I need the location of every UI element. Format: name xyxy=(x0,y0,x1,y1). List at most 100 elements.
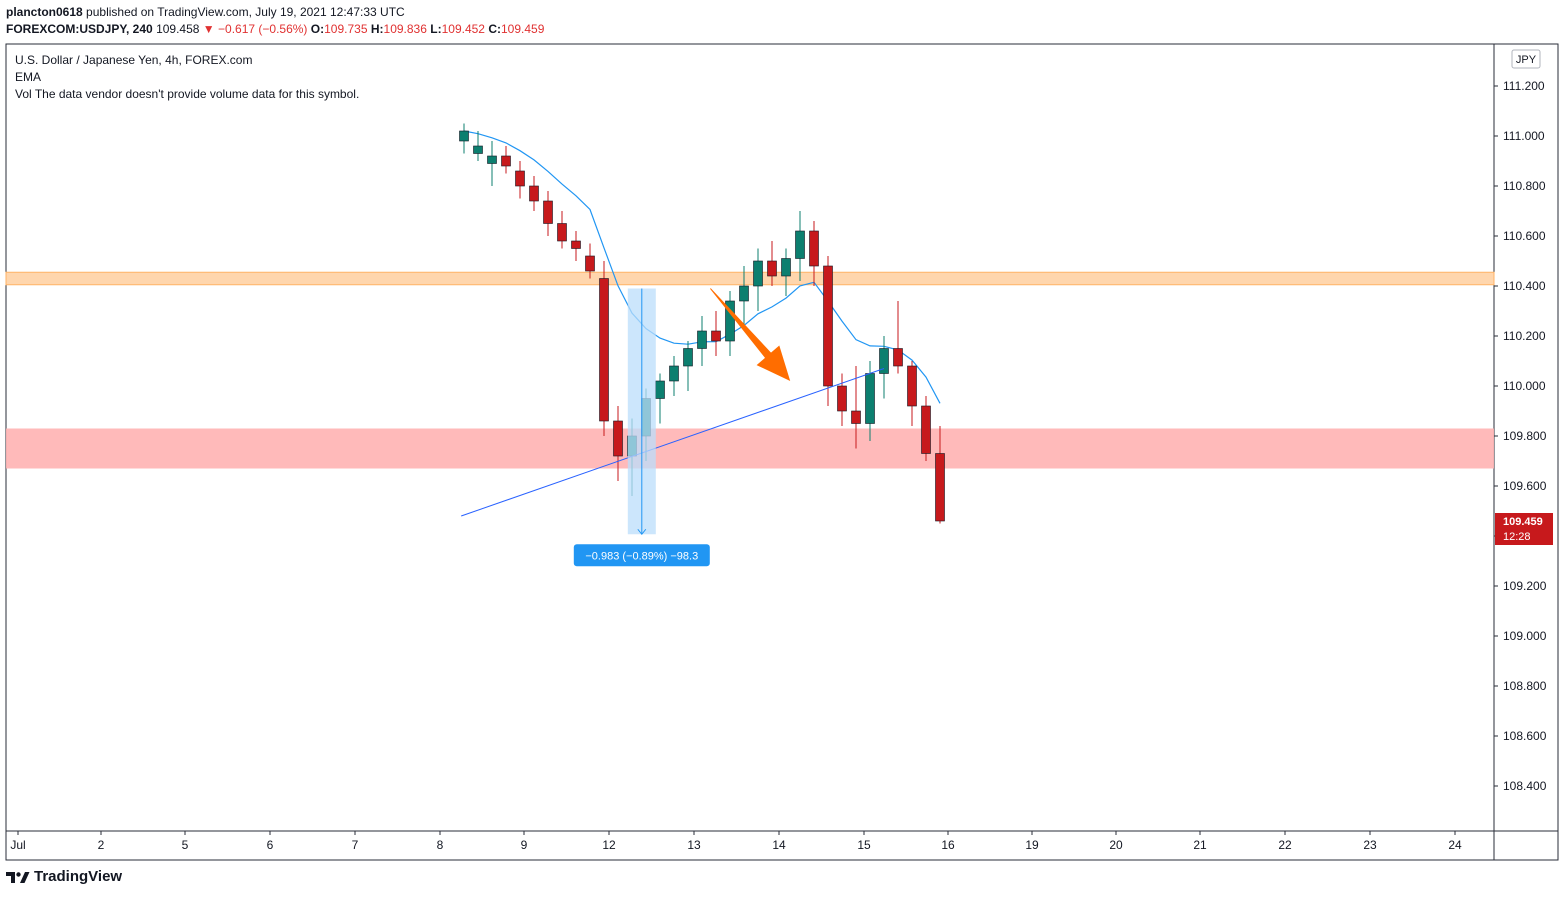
annotation-arrow-icon[interactable] xyxy=(710,288,791,381)
volume-legend: Vol The data vendor doesn't provide volu… xyxy=(15,86,359,103)
candle[interactable] xyxy=(781,248,791,297)
candle[interactable] xyxy=(837,373,847,427)
author-name[interactable]: plancton0618 xyxy=(6,5,83,19)
trendline[interactable] xyxy=(461,368,885,517)
close-label: C: xyxy=(488,22,501,36)
candle[interactable] xyxy=(851,366,861,449)
candle-body xyxy=(515,170,525,187)
date-tick-label: 16 xyxy=(941,838,955,852)
candle[interactable] xyxy=(557,211,567,249)
candle-body xyxy=(753,260,763,287)
candle-body xyxy=(893,348,903,367)
candle-body xyxy=(473,145,483,154)
candle[interactable] xyxy=(529,176,539,211)
candle-body xyxy=(501,155,511,167)
low-label: L: xyxy=(430,22,442,36)
date-tick-label: 2 xyxy=(98,838,105,852)
date-tick-label: 6 xyxy=(267,838,274,852)
candle-body xyxy=(781,258,791,277)
candle[interactable] xyxy=(767,241,777,286)
candle[interactable] xyxy=(613,406,623,481)
candle[interactable] xyxy=(697,316,707,366)
candle[interactable] xyxy=(879,336,889,399)
date-tick-label: 9 xyxy=(521,838,528,852)
candle-body xyxy=(739,285,749,302)
candle[interactable] xyxy=(795,211,805,281)
candle-body xyxy=(697,330,707,349)
price-tick-label: 110.600 xyxy=(1503,229,1546,243)
publish-line: plancton0618 published on TradingView.co… xyxy=(6,4,544,21)
support-zone[interactable] xyxy=(6,428,1494,469)
candle-body xyxy=(599,278,609,422)
candle-body xyxy=(767,260,777,277)
candle[interactable] xyxy=(543,191,553,236)
candle-body xyxy=(711,330,721,342)
open-value: 109.735 xyxy=(324,22,368,36)
candle-body xyxy=(613,420,623,457)
candle[interactable] xyxy=(515,161,525,199)
candle-body xyxy=(907,365,917,407)
price-tick-label: 108.400 xyxy=(1503,779,1547,793)
measure-label-box[interactable] xyxy=(573,544,710,567)
candle-body xyxy=(459,130,469,142)
candle-body xyxy=(543,200,553,224)
currency-badge[interactable] xyxy=(1511,49,1541,69)
resistance-zone[interactable] xyxy=(5,271,1495,286)
tradingview-logo-icon xyxy=(6,871,30,883)
candle-body xyxy=(851,410,861,424)
brand-name: TradingView xyxy=(34,868,123,885)
candle[interactable] xyxy=(725,291,735,356)
candles-layer[interactable] xyxy=(459,123,945,524)
candle-body xyxy=(725,300,735,342)
candle[interactable] xyxy=(739,266,749,331)
date-tick-label: 20 xyxy=(1109,838,1123,852)
candle[interactable] xyxy=(571,231,581,261)
candle[interactable] xyxy=(473,131,483,161)
measure-label: −0.983 (−0.89%) −98.3 xyxy=(585,550,698,562)
price-tick-label: 109.000 xyxy=(1503,629,1547,643)
date-tick-label: 22 xyxy=(1278,838,1292,852)
candle[interactable] xyxy=(669,356,679,396)
candle[interactable] xyxy=(459,123,469,154)
candle[interactable] xyxy=(921,396,931,461)
candle[interactable] xyxy=(487,141,497,186)
candle-body xyxy=(921,405,931,454)
candle[interactable] xyxy=(599,261,609,436)
price-tick-label: 110.800 xyxy=(1503,179,1546,193)
date-tick-label: 21 xyxy=(1193,838,1207,852)
ema-indicator-label[interactable]: EMA xyxy=(15,70,42,84)
candle[interactable] xyxy=(935,426,945,524)
candle[interactable] xyxy=(683,341,693,391)
candle[interactable] xyxy=(711,311,721,356)
zones-layer xyxy=(5,271,1495,469)
price-tick-label: 109.200 xyxy=(1503,579,1547,593)
date-tick-label: 8 xyxy=(437,838,444,852)
low-value: 109.452 xyxy=(441,22,485,36)
candle-body xyxy=(935,453,945,522)
last-price-label: 109.459 xyxy=(1503,516,1543,528)
drawings-layer[interactable]: −0.983 (−0.89%) −98.3 xyxy=(461,288,885,567)
candle[interactable] xyxy=(823,256,833,406)
date-tick-label: 5 xyxy=(182,838,189,852)
published-text: published on TradingView.com, July 19, 2… xyxy=(86,5,405,19)
candle[interactable] xyxy=(585,243,595,279)
chart-legend: U.S. Dollar / Japanese Yen, 4h, FOREX.co… xyxy=(15,52,359,103)
countdown-label: 12:28 xyxy=(1503,531,1531,543)
candle[interactable] xyxy=(893,301,903,374)
candle-body xyxy=(683,348,693,367)
candle[interactable] xyxy=(753,248,763,312)
price-tick-label: 111.000 xyxy=(1503,129,1545,143)
candle[interactable] xyxy=(809,221,819,286)
change-arrow-icon: ▼ xyxy=(202,22,215,36)
candle[interactable] xyxy=(907,361,917,426)
candle[interactable] xyxy=(501,146,511,174)
price-tick-label: 110.200 xyxy=(1503,329,1546,343)
price-tick-label: 108.800 xyxy=(1503,679,1547,693)
candle-body xyxy=(655,380,665,399)
tradingview-logo[interactable]: TradingView xyxy=(6,868,122,885)
volume-label[interactable]: Vol xyxy=(15,87,32,101)
date-tick-label: 13 xyxy=(687,838,701,852)
last-price-badge[interactable] xyxy=(1495,513,1553,545)
high-label: H: xyxy=(370,22,384,36)
